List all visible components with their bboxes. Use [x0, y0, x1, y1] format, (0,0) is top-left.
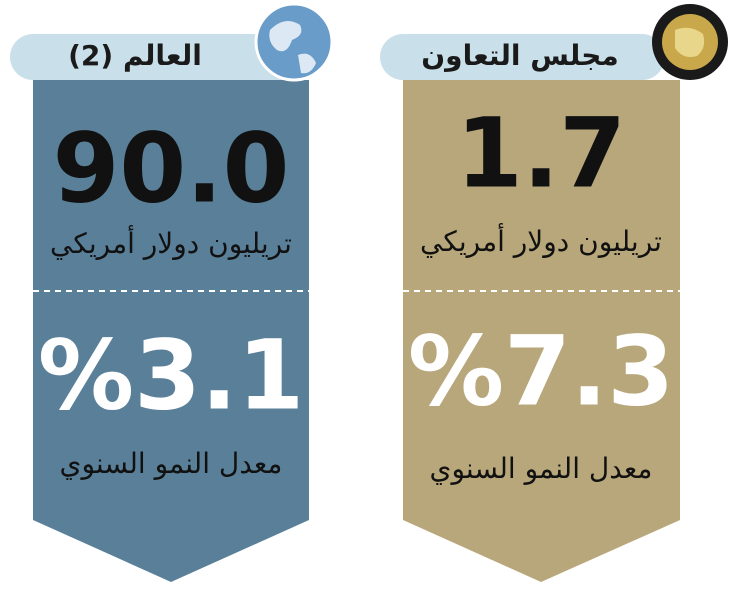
gcc-header: مجلس التعاون [421, 39, 618, 72]
world-panel [33, 80, 309, 582]
world-growth: %3.1 [38, 319, 304, 431]
gcc-value: 1.7 [456, 97, 626, 209]
gcc-growth: %7.3 [408, 315, 674, 427]
globe-icon [254, 2, 334, 82]
world-value: 90.0 [53, 112, 290, 224]
world-unit: تريليون دولار أمريكي [50, 224, 292, 260]
gcc-panel [403, 80, 680, 582]
world-growth-label: معدل النمو السنوي [60, 447, 283, 480]
gcc-unit: تريليون دولار أمريكي [420, 222, 662, 258]
world-header: العالم (2) [68, 39, 202, 72]
gcc-logo [652, 4, 728, 80]
gcc-growth-label: معدل النمو السنوي [430, 452, 653, 485]
gcc-header-pill [380, 34, 665, 80]
world-header-pill [10, 34, 305, 80]
